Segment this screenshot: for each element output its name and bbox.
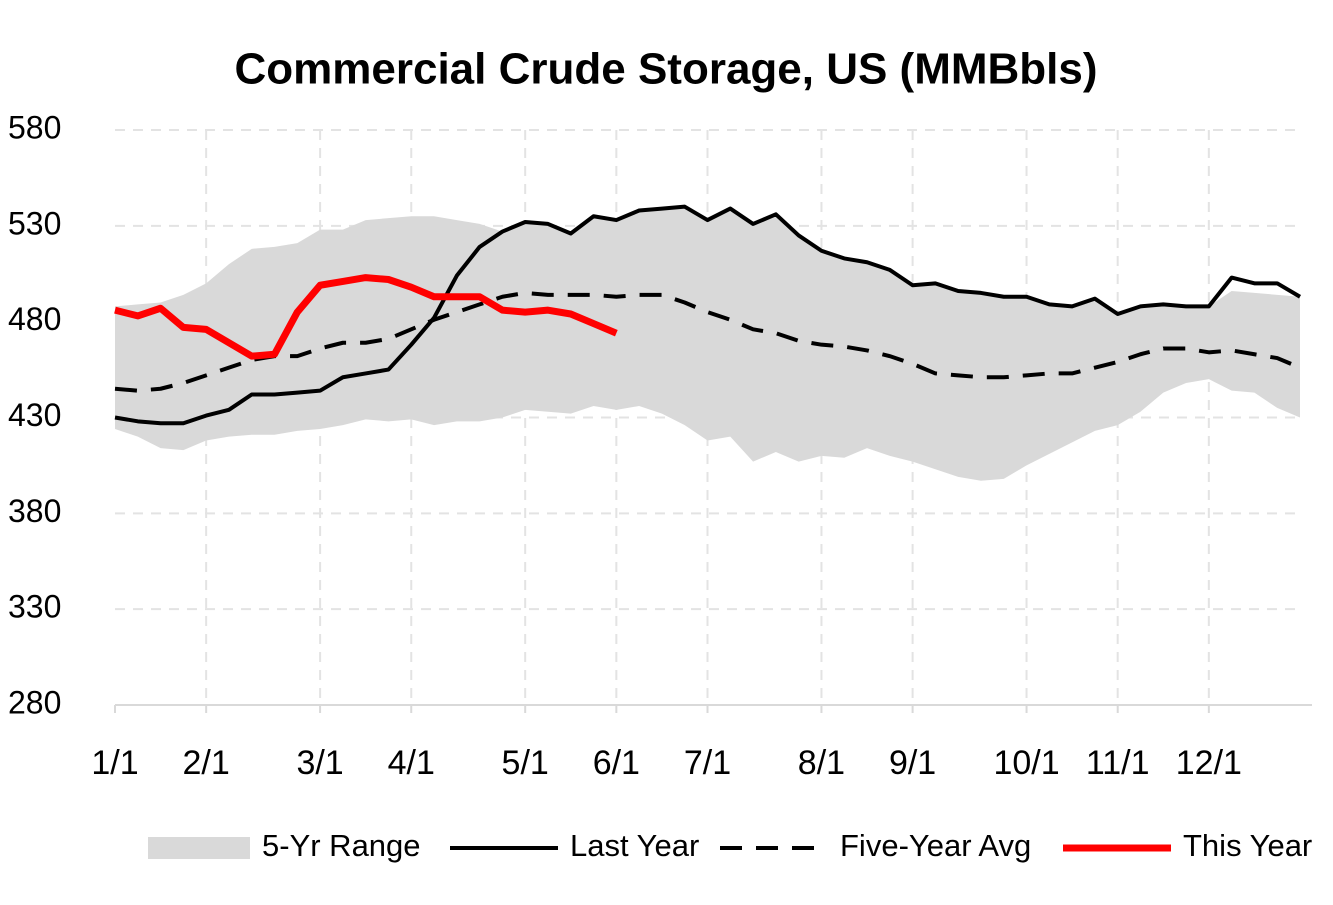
series-line: [114, 204, 1302, 426]
x-tick-label: 8/1: [798, 744, 845, 782]
x-tick-label: 3/1: [296, 744, 343, 782]
range-area: [115, 206, 1300, 481]
x-tick-label: 7/1: [684, 744, 731, 782]
series-line: [114, 274, 618, 360]
legend-label: 5-Yr Range: [262, 828, 421, 863]
y-tick-label: 430: [8, 397, 61, 433]
y-tick-label: 480: [8, 301, 61, 337]
x-tick-label: 1/1: [91, 744, 138, 782]
legend-label: This Year: [1183, 828, 1312, 863]
x-tick-label: 11/1: [1086, 744, 1150, 782]
x-tick-label: 5/1: [502, 744, 549, 782]
y-tick-label: 530: [8, 205, 61, 241]
legend-swatch: [148, 837, 250, 859]
x-tick-label: 10/1: [993, 744, 1059, 782]
y-tick-label: 380: [8, 493, 61, 529]
x-tick-label: 6/1: [593, 744, 640, 782]
x-tick-label: 12/1: [1176, 744, 1242, 782]
x-tick-label: 4/1: [388, 744, 435, 782]
y-tick-label: 330: [8, 589, 61, 625]
chart-title: Commercial Crude Storage, US (MMBbls): [234, 45, 1097, 94]
x-tick-label: 2/1: [183, 744, 230, 782]
series-line: [114, 290, 1301, 393]
x-tick-label: 9/1: [889, 744, 936, 782]
y-tick-label: 580: [8, 109, 61, 145]
legend-label: Five-Year Avg: [840, 828, 1031, 863]
legend-label: Last Year: [570, 828, 699, 863]
y-tick-label: 280: [8, 684, 61, 720]
